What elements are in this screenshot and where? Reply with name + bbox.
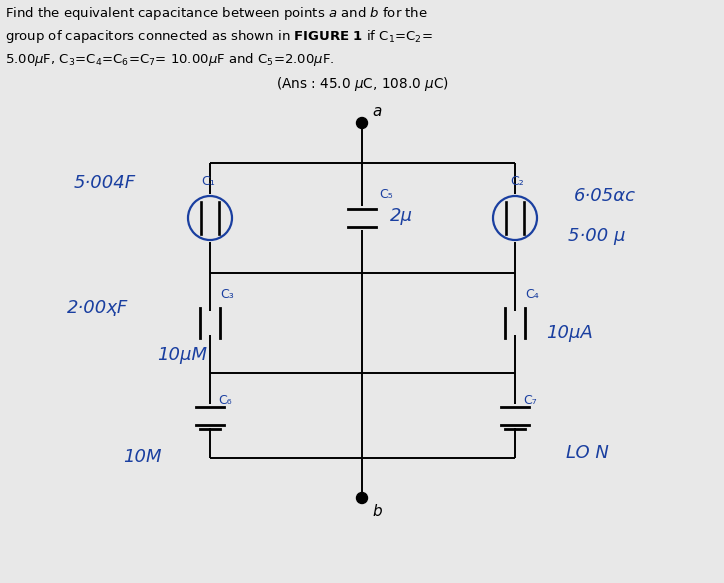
Text: 5·00 μ: 5·00 μ	[568, 227, 626, 245]
Text: C₆: C₆	[218, 395, 232, 408]
Circle shape	[356, 118, 368, 128]
Text: C₇: C₇	[523, 395, 536, 408]
Text: Find the equivalent capacitance between points $a$ and $b$ for the: Find the equivalent capacitance between …	[5, 5, 428, 22]
Text: 5·004F: 5·004F	[74, 174, 136, 192]
Text: (Ans : 45.0 $\mu$C, 108.0 $\mu$C): (Ans : 45.0 $\mu$C, 108.0 $\mu$C)	[276, 75, 448, 93]
Text: 10M: 10M	[123, 448, 161, 466]
Text: C₂: C₂	[510, 175, 524, 188]
Text: group of capacitors connected as shown in $\mathbf{FIGURE\ 1}$ if C$_1$=C$_2$=: group of capacitors connected as shown i…	[5, 28, 433, 45]
Text: 10μA: 10μA	[547, 324, 594, 342]
Text: C₁: C₁	[201, 175, 215, 188]
Text: 10μM: 10μM	[157, 346, 207, 364]
Circle shape	[356, 493, 368, 504]
Text: C₄: C₄	[525, 288, 539, 301]
Text: 2μ: 2μ	[390, 207, 413, 225]
Text: C₃: C₃	[220, 288, 234, 301]
Text: a: a	[372, 104, 382, 119]
Text: 5.00$\mu$F, C$_3$=C$_4$=C$_6$=C$_7$= 10.00$\mu$F and C$_5$=2.00$\mu$F.: 5.00$\mu$F, C$_3$=C$_4$=C$_6$=C$_7$= 10.…	[5, 51, 334, 68]
Text: 6·05αc: 6·05αc	[574, 187, 636, 205]
Text: C₅: C₅	[379, 188, 392, 201]
Text: 2·00ҳF: 2·00ҳF	[67, 299, 129, 317]
Text: LO N: LO N	[565, 444, 608, 462]
Text: b: b	[372, 504, 382, 519]
